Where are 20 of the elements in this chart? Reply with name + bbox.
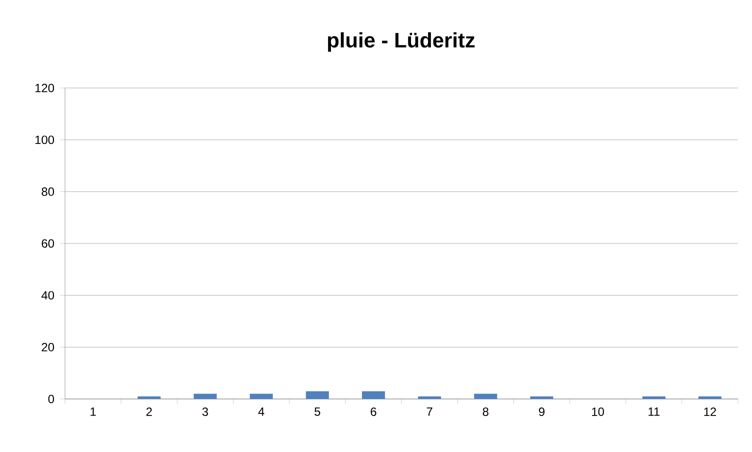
x-tick-label: 12 xyxy=(704,408,716,416)
x-tick-label: 11 xyxy=(648,408,660,416)
y-tick-label: 100 xyxy=(35,136,54,144)
y-tick-label: 80 xyxy=(42,187,54,196)
x-tick-label: 7 xyxy=(426,408,432,416)
y-tick-label: 120 xyxy=(35,84,54,92)
chart-title: pluie - Lüderitz xyxy=(328,32,475,52)
x-tick-label: 2 xyxy=(146,408,152,416)
x-tick-label: 10 xyxy=(592,408,604,416)
y-tick-label: 40 xyxy=(41,291,54,300)
x-tick-label: 8 xyxy=(482,408,488,416)
y-tick-label: 60 xyxy=(42,239,54,248)
x-tick-label: 5 xyxy=(314,408,320,416)
x-tick-label: 1 xyxy=(90,408,96,416)
x-tick-label: 4 xyxy=(258,408,264,416)
x-tick-label: 9 xyxy=(538,408,544,416)
y-tick-label: 20 xyxy=(42,342,54,352)
x-tick-label: 3 xyxy=(202,408,208,416)
x-tick-label: 6 xyxy=(370,408,376,416)
y-tick-label: 0 xyxy=(48,394,54,404)
